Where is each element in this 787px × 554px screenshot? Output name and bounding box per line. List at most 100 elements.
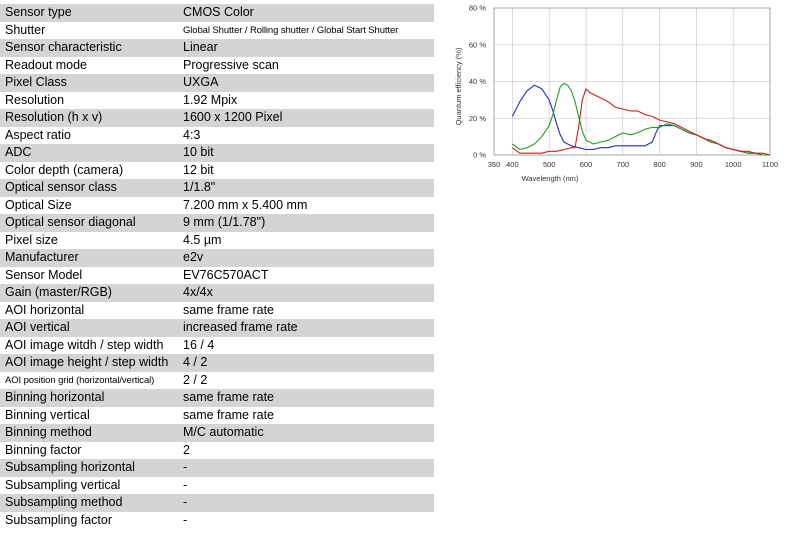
spec-row: Color depth (camera) 12 bit (0, 161, 434, 179)
spec-value: 10 bit (178, 144, 434, 162)
spec-row: Optical Size 7.200 mm x 5.400 mm (0, 196, 434, 214)
spec-row: AOI image height / step width 4 / 2 (0, 354, 434, 372)
spec-label: Subsampling vertical (0, 476, 178, 494)
x-tick-label: 900 (690, 160, 703, 169)
x-axis-label: Wavelength (nm) (522, 174, 579, 183)
spec-label: Resolution (0, 91, 178, 109)
spec-label: Subsampling method (0, 494, 178, 512)
spec-value: 4x/4x (178, 284, 434, 302)
spec-value: same frame rate (178, 406, 434, 424)
spec-row: Binning factor 2 (0, 441, 434, 459)
spec-row: ADC 10 bit (0, 144, 434, 162)
y-tick-label: 40 % (469, 77, 486, 86)
x-tick-label: 1100 (762, 160, 778, 169)
spec-row: Subsampling vertical - (0, 476, 434, 494)
y-tick-label: 0 % (473, 151, 486, 160)
x-tick-label: 1000 (725, 160, 742, 169)
spec-label: Binning horizontal (0, 389, 178, 407)
spec-row: Binning horizontal same frame rate (0, 389, 434, 407)
spec-label: AOI vertical (0, 319, 178, 337)
spec-row: Subsampling method - (0, 494, 434, 512)
quantum-efficiency-chart: 350 400 500 600 700 800 900 1000 1100 0 % 20 % 40 %… (454, 4, 778, 184)
spec-row: Sensor characteristic Linear (0, 39, 434, 57)
spec-value: 2 / 2 (178, 371, 434, 389)
spec-value: 1600 x 1200 Pixel (178, 109, 434, 127)
x-tick-label: 500 (543, 160, 556, 169)
spec-value: Progressive scan (178, 56, 434, 74)
spec-row: Readout mode Progressive scan (0, 56, 434, 74)
spec-row: Binning method M/C automatic (0, 424, 434, 442)
spec-row: Optical sensor class 1/1.8" (0, 179, 434, 197)
x-tick-label: 600 (580, 160, 593, 169)
spec-label: Pixel Class (0, 74, 178, 92)
spec-label: Shutter (0, 21, 178, 39)
spec-value: Global Shutter / Rolling shutter / Globa… (178, 21, 434, 39)
spec-label: Sensor type (0, 4, 178, 22)
spec-label: Manufacturer (0, 249, 178, 267)
spec-row: Binning vertical same frame rate (0, 406, 434, 424)
spec-label: Pixel size (0, 231, 178, 249)
spec-value: same frame rate (178, 301, 434, 319)
spec-value: e2v (178, 249, 434, 267)
spec-label: Subsampling factor (0, 511, 178, 529)
spec-label: Optical sensor class (0, 179, 178, 197)
spec-row: Pixel Class UXGA (0, 74, 434, 92)
plot-frame (493, 7, 771, 156)
spec-value: 12 bit (178, 161, 434, 179)
spec-row: Pixel size 4.5 µm (0, 231, 434, 249)
spec-value: EV76C570ACT (178, 266, 434, 284)
spec-row: AOI image witdh / step width 16 / 4 (0, 336, 434, 354)
spec-value: 1.92 Mpix (178, 91, 434, 109)
spec-row: Shutter Global Shutter / Rolling shutter … (0, 21, 434, 39)
spec-row: AOI position grid (horizontal/vertical) 2… (0, 371, 434, 389)
spec-value: 7.200 mm x 5.400 mm (178, 196, 434, 214)
spec-value: 9 mm (1/1.78") (178, 214, 434, 232)
spec-label: Color depth (camera) (0, 161, 178, 179)
spec-label: Binning vertical (0, 406, 178, 424)
spec-value: 1/1.8" (178, 179, 434, 197)
spec-label: ADC (0, 144, 178, 162)
spec-value: 4 / 2 (178, 354, 434, 372)
spec-value: 16 / 4 (178, 336, 434, 354)
spec-label: Sensor characteristic (0, 39, 178, 57)
spec-row: Gain (master/RGB) 4x/4x (0, 284, 434, 302)
spec-row: AOI vertical increased frame rate (0, 319, 434, 337)
spec-label: Subsampling horizontal (0, 459, 178, 477)
x-tick-label: 350 (488, 160, 501, 169)
x-tick-label: 700 (617, 160, 630, 169)
spec-label: Optical sensor diagonal (0, 214, 178, 232)
y-tick-label: 60 % (469, 40, 486, 49)
spec-label: Readout mode (0, 56, 178, 74)
spec-value: increased frame rate (178, 319, 434, 337)
red-channel-line (512, 88, 771, 156)
spec-value: M/C automatic (178, 424, 434, 442)
spec-value: UXGA (178, 74, 434, 92)
spec-label: AOI image height / step width (0, 354, 178, 372)
spec-label: Resolution (h x v) (0, 109, 178, 127)
spec-value: 2 (178, 441, 434, 459)
spec-value: - (178, 494, 434, 512)
spec-value: - (178, 476, 434, 494)
spec-label: Sensor Model (0, 266, 178, 284)
spec-row: Manufacturer e2v (0, 249, 434, 267)
spec-value: CMOS Color (178, 4, 434, 22)
spec-row: Sensor Model EV76C570ACT (0, 266, 434, 284)
spec-label: Gain (master/RGB) (0, 284, 178, 302)
spec-row: AOI horizontal same frame rate (0, 301, 434, 319)
green-channel-line (512, 82, 770, 156)
spec-value: - (178, 511, 434, 529)
x-tick-label: 400 (506, 160, 519, 169)
spec-row: Resolution (h x v) 1600 x 1200 Pixel (0, 109, 434, 127)
spec-row: Aspect ratio 4:3 (0, 126, 434, 144)
spec-value: 4:3 (178, 126, 434, 144)
spec-value: same frame rate (178, 389, 434, 407)
spec-value: - (178, 459, 434, 477)
y-axis-label: Quantum efficiency (%) (454, 47, 463, 125)
specs-table: Sensor type CMOS Color Shutter Global Shutt… (0, 4, 434, 529)
spec-label: AOI image witdh / step width (0, 336, 178, 354)
spec-row: Sensor type CMOS Color (0, 4, 434, 22)
y-tick-label: 20 % (469, 114, 486, 123)
spec-label: Optical Size (0, 196, 178, 214)
x-tick-label: 800 (653, 160, 666, 169)
spec-row: Subsampling factor - (0, 511, 434, 529)
